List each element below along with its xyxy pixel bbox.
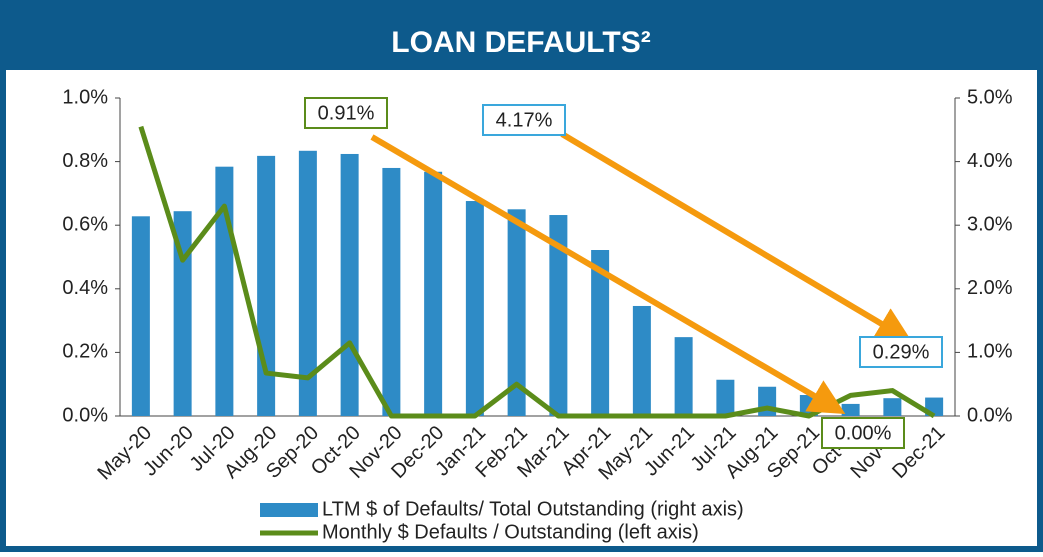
title-banner bbox=[0, 0, 1043, 70]
legend-label: LTM $ of Defaults/ Total Outstanding (ri… bbox=[322, 498, 744, 520]
y2-tick-label: 5.0% bbox=[967, 86, 1013, 108]
y2-tick-label: 0.0% bbox=[967, 404, 1013, 426]
annotation: 0.91% bbox=[318, 102, 375, 124]
bar bbox=[549, 215, 568, 416]
bar bbox=[465, 201, 484, 416]
annotation-box bbox=[304, 97, 388, 129]
bar bbox=[382, 167, 401, 416]
bar bbox=[173, 211, 192, 416]
bar bbox=[883, 398, 902, 416]
y2-tick-label: 2.0% bbox=[967, 277, 1013, 299]
y-tick-label: 0.0% bbox=[62, 404, 108, 426]
annotation: 4.17% bbox=[496, 109, 553, 131]
annotation: 0.29% bbox=[873, 341, 930, 363]
bar bbox=[632, 305, 651, 416]
y2-tick-label: 4.0% bbox=[967, 150, 1013, 172]
legend-swatch bbox=[260, 503, 318, 517]
y-tick-label: 0.8% bbox=[62, 150, 108, 172]
y2-tick-label: 1.0% bbox=[967, 341, 1013, 363]
chart-title: LOAN DEFAULTS² bbox=[391, 26, 650, 59]
y-tick-label: 0.6% bbox=[62, 213, 108, 235]
legend-label: Monthly $ Defaults / Outstanding (left a… bbox=[322, 521, 699, 543]
bar bbox=[257, 155, 276, 416]
bar bbox=[841, 403, 860, 416]
bar bbox=[340, 153, 359, 416]
y-tick-label: 1.0% bbox=[62, 86, 108, 108]
bar bbox=[507, 209, 526, 416]
y-tick-label: 0.4% bbox=[62, 277, 108, 299]
bar bbox=[298, 150, 317, 416]
arrow bbox=[370, 134, 846, 415]
bar bbox=[424, 171, 443, 416]
annotation: 0.00% bbox=[835, 422, 892, 444]
line bbox=[138, 125, 936, 419]
arrow bbox=[560, 131, 913, 343]
y2-tick-label: 3.0% bbox=[967, 213, 1013, 235]
bar bbox=[591, 250, 610, 416]
annotation-box bbox=[482, 104, 566, 136]
bar bbox=[716, 379, 735, 416]
bar bbox=[131, 216, 150, 416]
annotation-box bbox=[821, 417, 905, 449]
bar bbox=[674, 337, 693, 416]
y-tick-label: 0.2% bbox=[62, 341, 108, 363]
annotation-box bbox=[859, 336, 943, 368]
